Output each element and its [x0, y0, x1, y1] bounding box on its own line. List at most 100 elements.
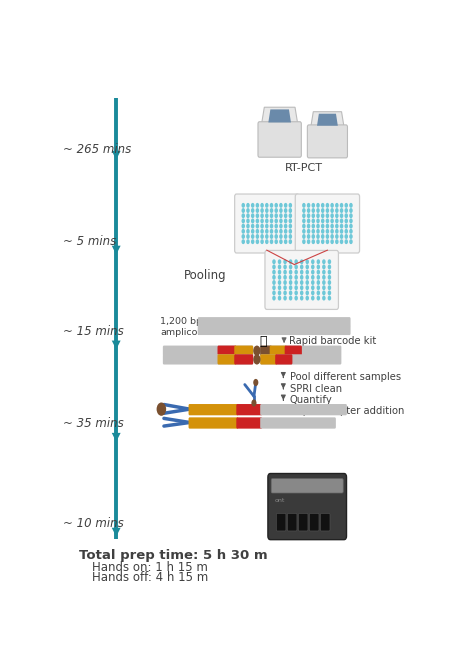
Circle shape: [340, 208, 343, 213]
Circle shape: [278, 290, 281, 295]
Circle shape: [272, 264, 276, 270]
Text: Load: Load: [286, 474, 313, 484]
Polygon shape: [310, 112, 344, 128]
Circle shape: [278, 275, 281, 280]
Circle shape: [241, 224, 245, 228]
Circle shape: [289, 264, 292, 270]
Circle shape: [294, 296, 298, 300]
Circle shape: [345, 203, 348, 208]
Circle shape: [289, 290, 292, 295]
Circle shape: [251, 213, 255, 218]
FancyBboxPatch shape: [268, 474, 346, 539]
Circle shape: [300, 270, 303, 274]
Circle shape: [316, 218, 320, 223]
Circle shape: [302, 208, 306, 213]
Circle shape: [322, 259, 326, 264]
Circle shape: [289, 229, 292, 234]
Circle shape: [345, 208, 348, 213]
Circle shape: [322, 296, 326, 300]
Circle shape: [328, 264, 331, 270]
Circle shape: [300, 275, 303, 280]
Circle shape: [326, 213, 329, 218]
Circle shape: [246, 224, 250, 228]
Circle shape: [279, 229, 283, 234]
Circle shape: [278, 285, 281, 290]
Circle shape: [328, 290, 331, 295]
Circle shape: [335, 234, 338, 239]
Circle shape: [284, 239, 287, 244]
Circle shape: [311, 296, 315, 300]
Circle shape: [305, 264, 309, 270]
Circle shape: [279, 203, 283, 208]
Circle shape: [253, 354, 261, 364]
Text: ~ 10 mins: ~ 10 mins: [63, 517, 124, 530]
Circle shape: [302, 203, 306, 208]
Circle shape: [284, 203, 287, 208]
Circle shape: [255, 224, 259, 228]
Circle shape: [322, 285, 326, 290]
Circle shape: [246, 229, 250, 234]
Circle shape: [311, 275, 315, 280]
Circle shape: [330, 213, 334, 218]
Circle shape: [241, 208, 245, 213]
Circle shape: [340, 224, 343, 228]
Circle shape: [289, 270, 292, 274]
Circle shape: [311, 239, 315, 244]
Circle shape: [272, 270, 276, 274]
Circle shape: [270, 203, 273, 208]
Circle shape: [307, 208, 310, 213]
Circle shape: [274, 203, 278, 208]
Circle shape: [246, 203, 250, 208]
Circle shape: [289, 296, 292, 300]
Circle shape: [322, 264, 326, 270]
Circle shape: [305, 270, 309, 274]
Circle shape: [326, 224, 329, 228]
Circle shape: [289, 259, 292, 264]
Text: Hands off: 4 h 15 m: Hands off: 4 h 15 m: [92, 571, 209, 584]
Circle shape: [316, 213, 320, 218]
Circle shape: [328, 296, 331, 300]
Polygon shape: [268, 109, 291, 123]
Circle shape: [335, 203, 338, 208]
Circle shape: [311, 208, 315, 213]
Circle shape: [265, 229, 269, 234]
Circle shape: [307, 234, 310, 239]
Circle shape: [300, 290, 303, 295]
Circle shape: [278, 264, 281, 270]
Circle shape: [260, 203, 264, 208]
FancyBboxPatch shape: [270, 346, 287, 356]
Circle shape: [246, 213, 250, 218]
FancyBboxPatch shape: [260, 354, 341, 364]
Circle shape: [274, 213, 278, 218]
Circle shape: [317, 296, 320, 300]
Circle shape: [272, 290, 276, 295]
Circle shape: [316, 234, 320, 239]
Circle shape: [289, 213, 292, 218]
Circle shape: [311, 213, 315, 218]
Circle shape: [300, 296, 303, 300]
Circle shape: [321, 218, 325, 223]
Circle shape: [284, 213, 287, 218]
FancyBboxPatch shape: [258, 122, 301, 157]
Circle shape: [274, 208, 278, 213]
Circle shape: [345, 239, 348, 244]
Circle shape: [317, 285, 320, 290]
FancyBboxPatch shape: [235, 194, 299, 253]
Circle shape: [272, 285, 276, 290]
Circle shape: [251, 400, 256, 406]
FancyBboxPatch shape: [260, 418, 336, 429]
Circle shape: [272, 296, 276, 300]
FancyBboxPatch shape: [287, 513, 297, 531]
Circle shape: [321, 203, 325, 208]
Circle shape: [270, 224, 273, 228]
Circle shape: [272, 275, 276, 280]
FancyBboxPatch shape: [237, 418, 263, 429]
Circle shape: [265, 224, 269, 228]
Circle shape: [274, 224, 278, 228]
Circle shape: [274, 218, 278, 223]
Circle shape: [335, 229, 338, 234]
Circle shape: [284, 234, 287, 239]
Circle shape: [321, 234, 325, 239]
Circle shape: [349, 218, 353, 223]
Circle shape: [253, 379, 258, 386]
